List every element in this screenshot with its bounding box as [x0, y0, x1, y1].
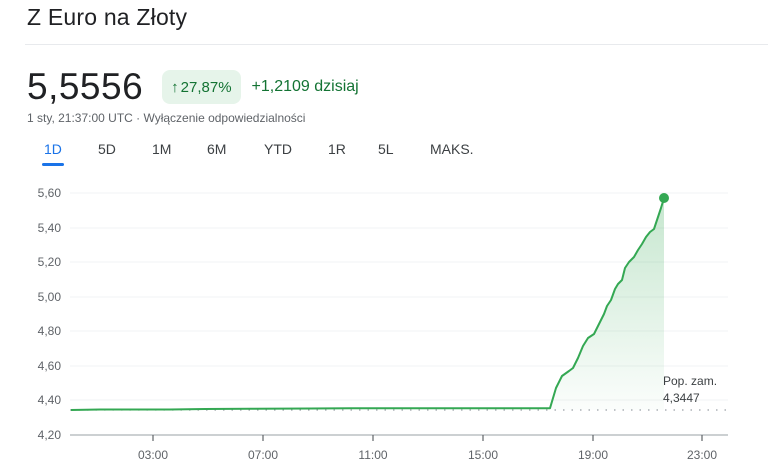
separator: · [132, 111, 144, 125]
tab-6m[interactable]: 6M [207, 141, 227, 157]
x-tick: 19:00 [578, 448, 608, 462]
tab-1r[interactable]: 1R [328, 141, 346, 157]
disclaimer-link[interactable]: Wyłączenie odpowiedzialności [143, 111, 306, 125]
y-tick: 5,60 [38, 186, 62, 200]
page-title: Z Euro na Złoty [27, 4, 188, 30]
y-tick: 5,40 [38, 221, 62, 235]
tab-1m[interactable]: 1M [152, 141, 172, 157]
timestamp: 1 sty, 21:37:00 UTC [27, 111, 133, 125]
y-tick: 5,00 [38, 290, 62, 304]
tab-5d[interactable]: 5D [98, 141, 116, 157]
x-tick: 23:00 [687, 448, 717, 462]
x-axis-labels: 03:00 07:00 11:00 15:00 19:00 23:00 [138, 448, 717, 462]
change-percent-badge: ↑ 27,87% [162, 70, 241, 104]
y-axis-labels: 5,60 5,40 5,20 5,00 4,80 4,60 4,40 4,20 [38, 186, 62, 442]
x-axis-ticks [152, 435, 703, 441]
price-chart[interactable]: 5,60 5,40 5,20 5,00 4,80 4,60 4,40 4,20 … [0, 170, 768, 469]
arrow-up-icon: ↑ [171, 78, 179, 96]
x-tick: 15:00 [468, 448, 498, 462]
x-tick: 03:00 [138, 448, 168, 462]
y-tick: 5,20 [38, 255, 62, 269]
previous-close-value: 4,3447 [663, 391, 700, 405]
x-tick: 07:00 [248, 448, 278, 462]
change-percent: 27,87% [180, 78, 232, 96]
tab-5l[interactable]: 5L [378, 141, 394, 157]
header-divider [25, 44, 768, 45]
tab-1d[interactable]: 1D [42, 141, 64, 166]
y-tick: 4,20 [38, 428, 62, 442]
tab-maks[interactable]: MAKS. [430, 141, 474, 157]
y-tick: 4,40 [38, 393, 62, 407]
tab-ytd[interactable]: YTD [264, 141, 292, 157]
y-tick: 4,60 [38, 359, 62, 373]
y-tick: 4,80 [38, 324, 62, 338]
last-price-dot[interactable] [659, 193, 669, 203]
quote-meta: 1 sty, 21:37:00 UTC · Wyłączenie odpowie… [27, 111, 305, 125]
previous-close-label: Pop. zam. [663, 374, 717, 388]
x-tick: 11:00 [358, 448, 387, 462]
current-price: 5,5556 [27, 66, 144, 107]
price-line [70, 197, 665, 411]
quote-row: 5,5556 ↑ 27,87% +1,2109 dzisiaj [27, 66, 359, 108]
change-absolute: +1,2109 dzisiaj [251, 78, 359, 95]
